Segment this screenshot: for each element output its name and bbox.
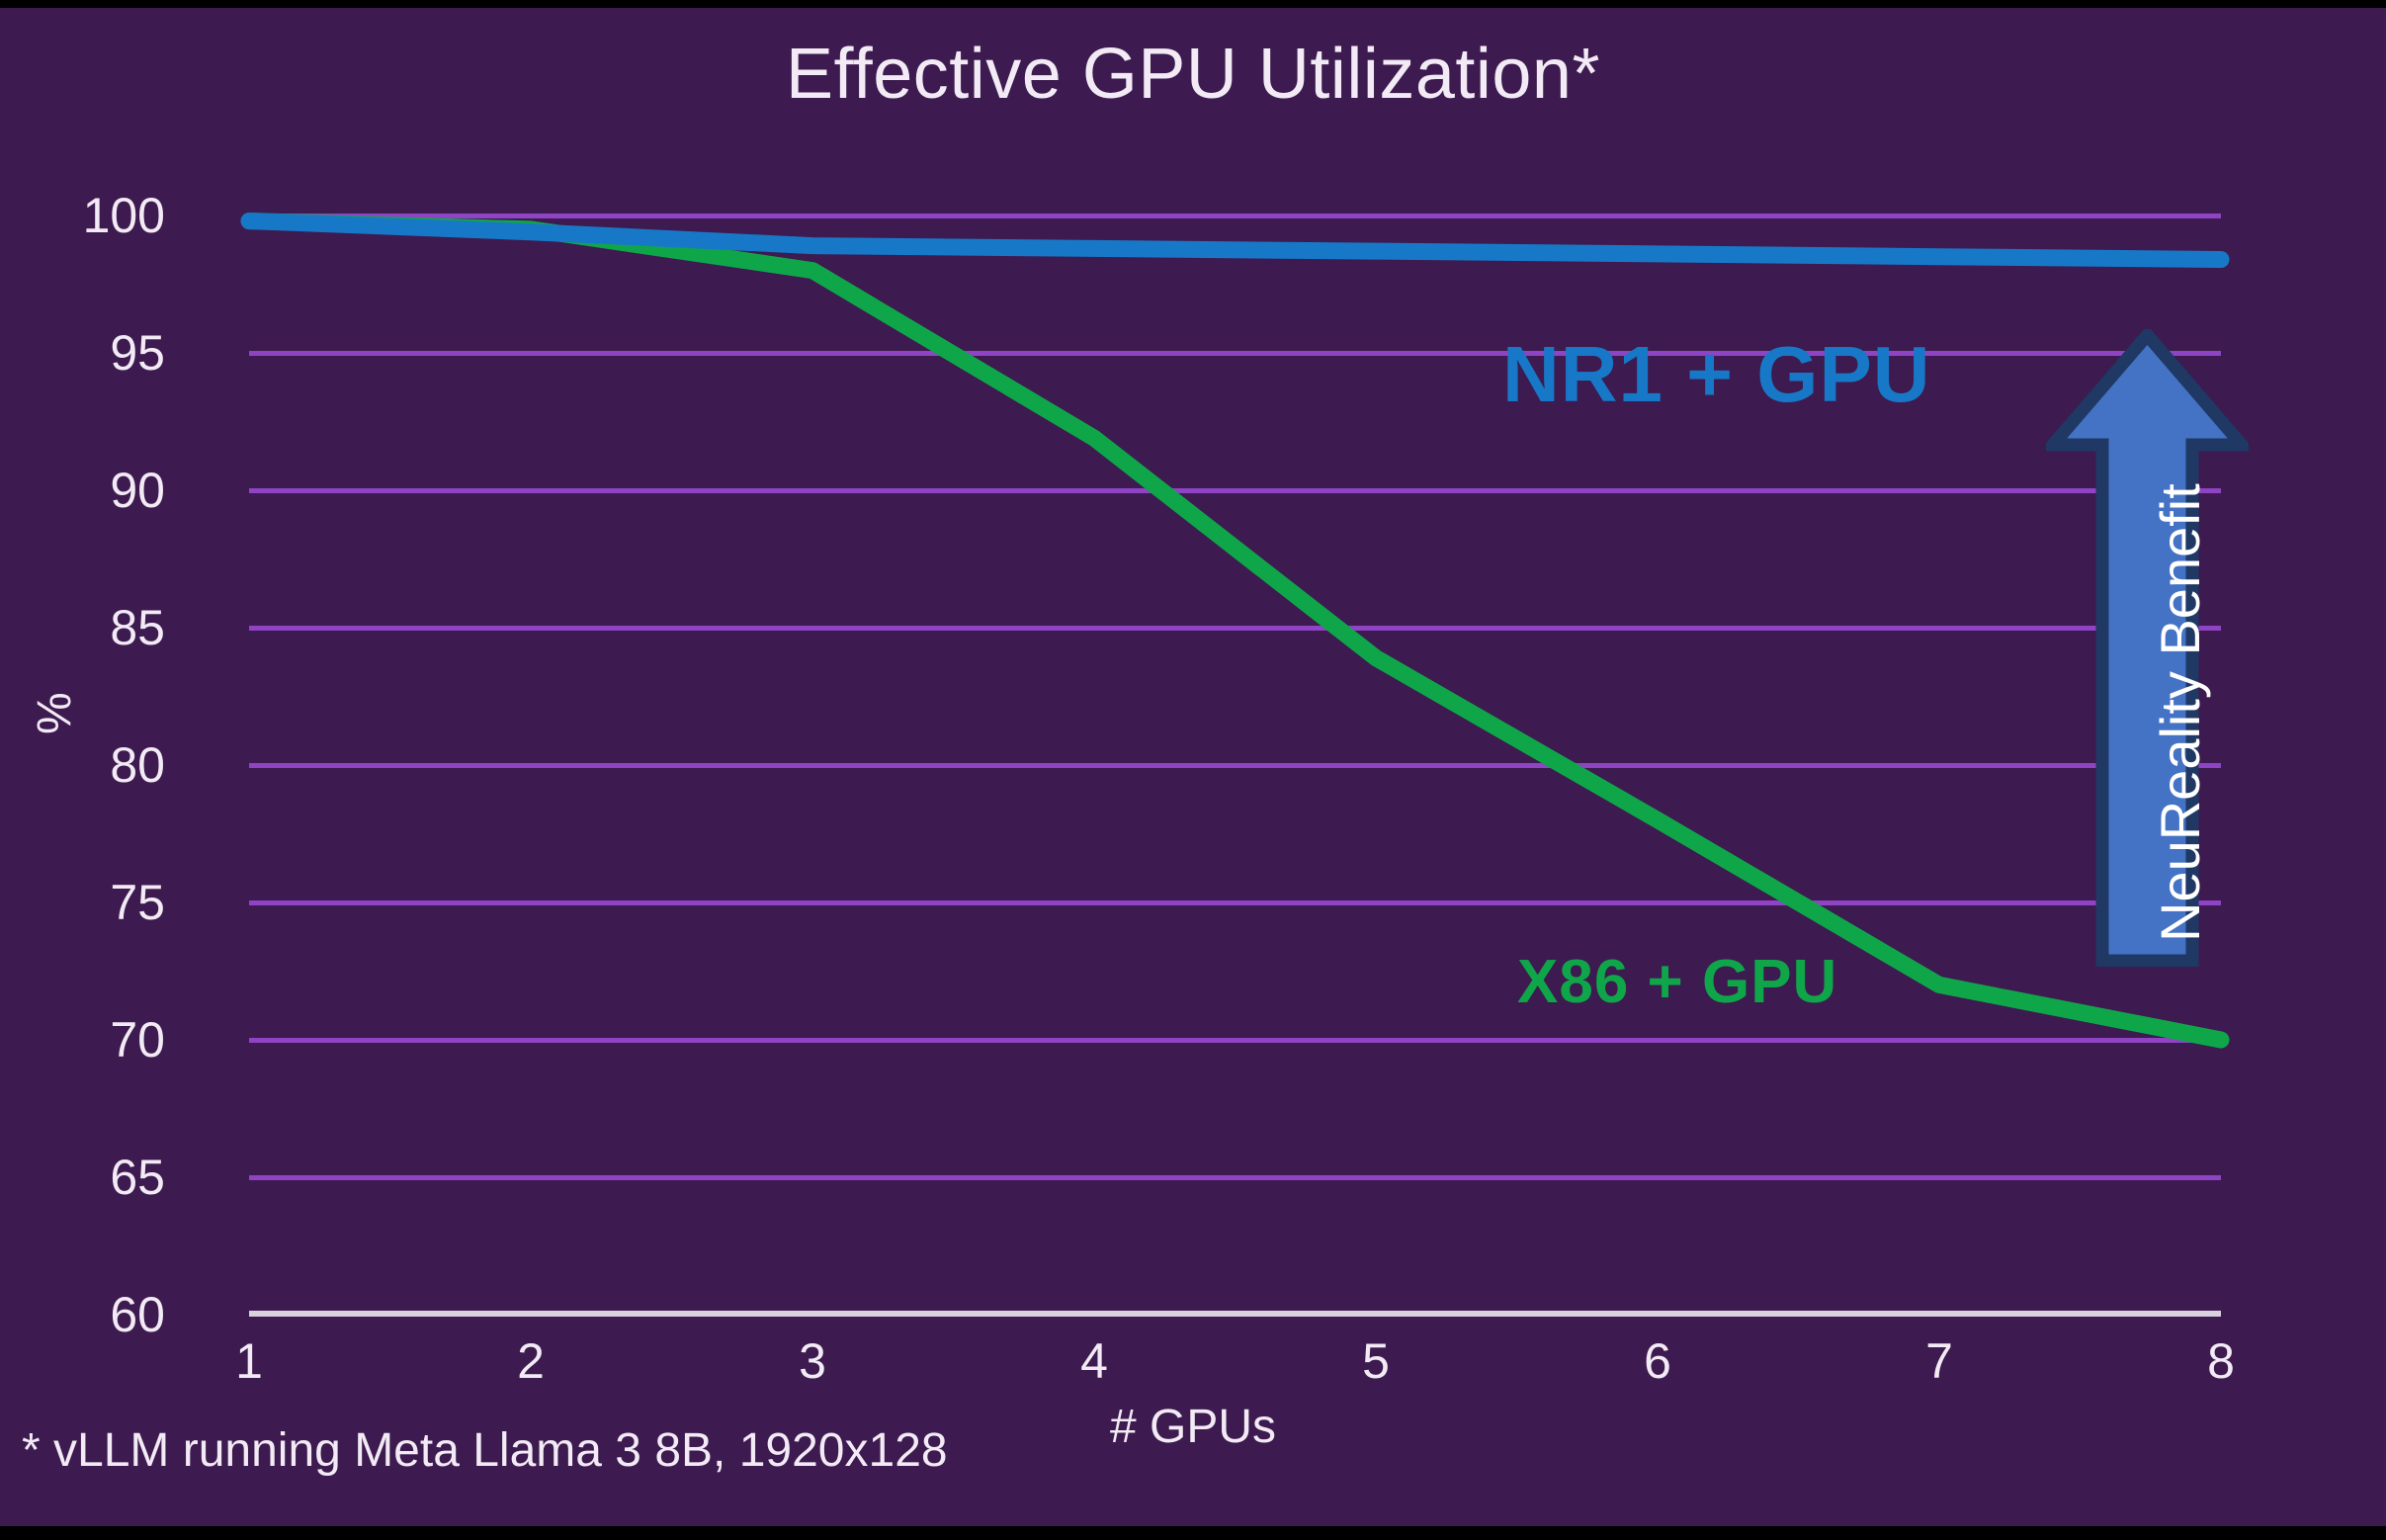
y-axis-tick-label: 75: [110, 875, 165, 930]
y-axis-label: %: [29, 692, 81, 734]
y-axis-tick-label: 80: [110, 737, 165, 793]
plot-area: [240, 213, 2230, 1315]
gridline: [249, 1038, 2221, 1043]
benefit-arrow-label: NeuReality Benefit: [2149, 483, 2211, 942]
x-axis-tick-label: 2: [517, 1333, 545, 1389]
gridline: [249, 488, 2221, 493]
gridline: [249, 900, 2221, 905]
y-axis-tick-label: 60: [110, 1287, 165, 1342]
x-axis-tick-label: 5: [1362, 1333, 1390, 1389]
gridline: [249, 214, 2221, 218]
x-axis-line: [249, 1311, 2221, 1317]
y-axis-tick-label: 65: [110, 1150, 165, 1205]
series-line-nr1-gpu: [240, 213, 2230, 268]
x-axis-label: # GPUs: [1109, 1401, 1277, 1453]
page-title: Effective GPU Utilization*: [786, 35, 1600, 114]
x-axis-tick-label: 6: [1644, 1333, 1671, 1389]
gridline: [249, 351, 2221, 356]
series-label-nr1-gpu: NR1 + GPU: [1502, 330, 1931, 418]
chart-slide: Effective GPU Utilization* 100 95 90 85 80 75…: [0, 8, 2386, 1526]
footnote: * vLLM running Meta Llama 3 8B, 1920x128: [22, 1424, 948, 1477]
series-group: [240, 213, 2230, 1049]
up-arrow-icon: [2046, 329, 2249, 967]
gridline: [249, 626, 2221, 631]
x-axis-tick-label: 8: [2207, 1333, 2235, 1389]
benefit-arrow: NeuReality Benefit: [2046, 329, 2249, 967]
series-label-x86-gpu: X86 + GPU: [1517, 948, 1838, 1016]
x-axis-tick-label: 7: [1925, 1333, 1953, 1389]
x-axis-tick-label: 3: [799, 1333, 826, 1389]
y-axis-tick-label: 95: [110, 325, 165, 381]
y-axis-tick-label: 70: [110, 1012, 165, 1068]
x-axis-tick-label: 1: [235, 1333, 263, 1389]
gridline: [249, 763, 2221, 768]
y-axis-tick-label: 85: [110, 600, 165, 655]
y-axis-tick-label: 100: [82, 188, 165, 243]
gridline: [249, 1175, 2221, 1180]
x-axis-tick-label: 4: [1080, 1333, 1108, 1389]
y-axis-tick-label: 90: [110, 463, 165, 518]
